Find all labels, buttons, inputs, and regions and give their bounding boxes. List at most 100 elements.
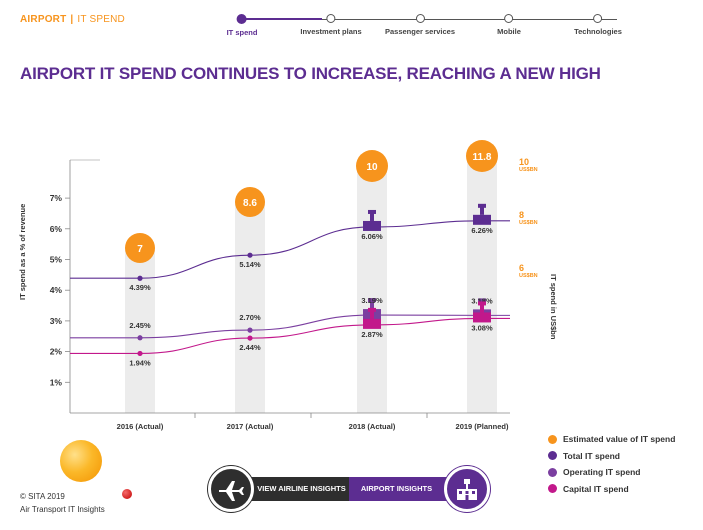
subsection-name: IT SPEND xyxy=(77,14,125,25)
stepper-progress xyxy=(242,18,322,20)
legend-swatch xyxy=(548,484,557,494)
estimated-value-bubble xyxy=(125,233,155,263)
y-tick-label: 4% xyxy=(50,285,63,295)
insights-switcher: VIEW AIRLINE INSIGHTS AIRPORT INSIGHTS xyxy=(208,466,490,512)
step-passenger-services[interactable]: Passenger services xyxy=(385,13,455,36)
data-point xyxy=(247,335,253,341)
data-label: 3.08% xyxy=(471,323,493,332)
data-label: 4.39% xyxy=(129,283,151,292)
airport-marker-tower xyxy=(370,301,374,310)
estimated-value-label: 10 xyxy=(366,162,378,173)
step-label: IT spend xyxy=(226,28,258,37)
step-mobile[interactable]: Mobile xyxy=(497,13,521,36)
y-tick-label: 3% xyxy=(50,316,63,326)
y2-tick-value: 10 xyxy=(519,157,530,167)
estimated-value-label: 11.8 xyxy=(473,152,492,163)
y2-tick-unit: US$BN xyxy=(519,220,538,226)
y-tick-label: 1% xyxy=(50,377,63,387)
airport-marker-cab xyxy=(368,298,376,303)
estimated-value-label: 7 xyxy=(137,244,143,255)
estimated-value-bubble xyxy=(356,150,388,182)
airport-marker-icon xyxy=(363,318,381,329)
airport-terminal-icon xyxy=(457,479,477,500)
airport-marker-tower xyxy=(480,304,484,313)
category-column xyxy=(235,200,265,413)
y-tick-label: 7% xyxy=(50,193,63,203)
legend-swatch xyxy=(548,434,557,444)
step-dot-active xyxy=(237,14,247,24)
airline-badge[interactable] xyxy=(208,466,254,512)
airplane-icon xyxy=(219,481,244,501)
step-dot xyxy=(326,14,336,23)
footer: © SITA 2019 Air Transport IT Insights xyxy=(20,490,105,516)
data-label: 2.44% xyxy=(239,343,261,352)
x-tick-label: 2017 (Actual) xyxy=(227,422,274,431)
view-airline-insights-button[interactable]: VIEW AIRLINE INSIGHTS xyxy=(257,484,346,493)
step-it-spend[interactable]: IT spend xyxy=(226,13,258,37)
y-tick-label: 5% xyxy=(50,255,63,265)
step-label: Investment plans xyxy=(300,27,362,36)
decorative-orange-sphere xyxy=(60,440,102,482)
legend-item-operating: Operating IT spend xyxy=(548,464,675,481)
stepper-track xyxy=(242,19,617,20)
data-label: 2.45% xyxy=(129,321,151,330)
y-tick-label: 6% xyxy=(50,224,63,234)
data-label: 3.18% xyxy=(471,296,493,305)
step-investment-plans[interactable]: Investment plans xyxy=(300,13,362,36)
legend-swatch xyxy=(548,451,557,461)
y2-tick-value: 6 xyxy=(519,263,525,273)
legend-swatch xyxy=(548,467,557,477)
data-label: 6.06% xyxy=(361,232,383,241)
section-stepper: IT spend Investment plans Passenger serv… xyxy=(225,13,645,43)
airport-marker-tower xyxy=(480,206,484,215)
data-label: 1.94% xyxy=(129,358,151,367)
header-separator: | xyxy=(70,14,74,25)
data-label: 5.14% xyxy=(239,260,261,269)
category-column xyxy=(125,248,155,413)
legend-label: Operating IT spend xyxy=(563,467,641,478)
step-label: Technologies xyxy=(574,27,622,36)
estimated-value-label: 8.6 xyxy=(243,198,257,209)
legend-label: Estimated value of IT spend xyxy=(563,434,676,445)
step-technologies[interactable]: Technologies xyxy=(574,13,622,36)
copyright-text: © SITA 2019 xyxy=(20,492,65,501)
x-tick-label: 2018 (Actual) xyxy=(349,422,396,431)
airport-marker-icon xyxy=(473,214,491,225)
y2-axis-label: IT spend in US$bn xyxy=(549,274,558,340)
section-name: AIRPORT xyxy=(20,14,67,25)
chart-legend: Estimated value of IT spend Total IT spe… xyxy=(548,431,675,497)
airport-marker-tower xyxy=(370,310,374,319)
data-point xyxy=(137,335,143,341)
source-text: Air Transport IT Insights xyxy=(20,505,105,514)
x-tick-label: 2019 (Planned) xyxy=(456,422,509,431)
airport-marker-icon xyxy=(473,312,491,323)
y-tick-label: 2% xyxy=(50,347,63,357)
page-title: AIRPORT IT SPEND CONTINUES TO INCREASE, … xyxy=(20,64,601,83)
airport-marker-cab xyxy=(478,298,486,303)
data-point xyxy=(247,252,253,258)
step-label: Mobile xyxy=(497,27,521,36)
data-point xyxy=(137,275,143,281)
y2-tick-value: 8 xyxy=(519,210,525,220)
airport-badge[interactable] xyxy=(444,466,490,512)
y2-tick-unit: US$BN xyxy=(519,167,538,173)
y-axis-label: IT spend as a % of revenue xyxy=(18,203,27,300)
step-dot xyxy=(415,14,425,23)
data-point xyxy=(137,350,143,357)
decorative-red-dot xyxy=(122,489,132,499)
step-dot xyxy=(593,14,603,23)
airport-marker-cab xyxy=(368,307,376,312)
y2-tick-10: 10 US$BN xyxy=(519,157,538,173)
y2-tick-6: 6 US$BN xyxy=(519,263,538,279)
airport-marker-tower xyxy=(370,212,374,221)
category-column xyxy=(467,158,497,413)
data-label: 3.19% xyxy=(361,296,383,305)
legend-item-capital: Capital IT spend xyxy=(548,481,675,498)
data-label: 6.26% xyxy=(471,226,493,235)
section-header: AIRPORT | IT SPEND xyxy=(20,14,125,25)
legend-label: Total IT spend xyxy=(563,450,620,461)
step-label: Passenger services xyxy=(384,27,456,36)
x-tick-label: 2016 (Actual) xyxy=(117,422,164,431)
legend-label: Capital IT spend xyxy=(563,483,629,494)
airport-insights-button[interactable]: AIRPORT INSIGHTS xyxy=(360,484,433,493)
